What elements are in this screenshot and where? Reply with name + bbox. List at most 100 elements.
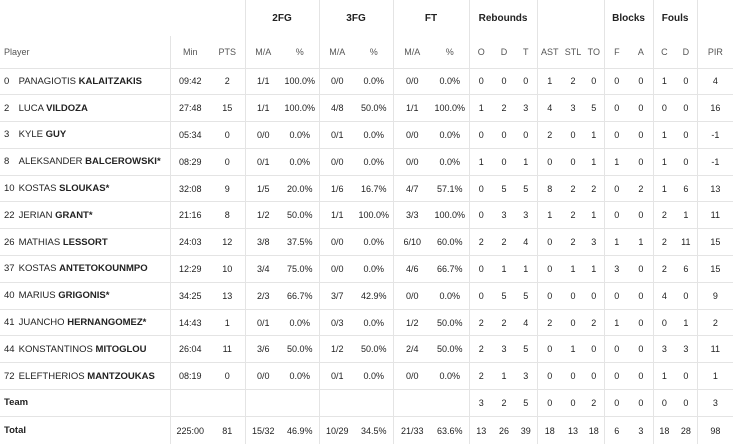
player-number: 72 xyxy=(4,370,15,382)
player-3fg-ma: 0/1 xyxy=(318,362,356,390)
player-3fg-ma: 1/6 xyxy=(318,175,356,202)
col-ast: AST xyxy=(536,36,563,68)
player-ast: 0 xyxy=(536,228,563,256)
player-2fg-pct: 20.0% xyxy=(286,183,313,194)
player-2fg-ma: 3/8 xyxy=(244,228,281,256)
col-reb-d: D xyxy=(500,46,508,57)
player-last-name: MANTZOUKAS xyxy=(87,370,155,382)
team-reb-t: 5 xyxy=(523,397,529,408)
group-header-blocks: Blocks xyxy=(603,0,654,36)
player-to: 0 xyxy=(591,290,597,301)
player-ast: 0 xyxy=(536,362,563,390)
player-reb-o: 0 xyxy=(468,121,494,149)
player-blk-a: 0 xyxy=(638,76,644,87)
player-name-cell: 3 KYLE GUY xyxy=(0,122,170,149)
col-player: Player xyxy=(4,46,30,57)
player-2fg-ma: 0/1 xyxy=(244,309,281,336)
player-2fg-pct: 37.5% xyxy=(286,237,313,248)
total-blk-f: 6 xyxy=(603,416,630,444)
player-pir: -1 xyxy=(696,121,733,149)
player-reb-t: 4 xyxy=(523,317,529,328)
player-ft-ma: 0/0 xyxy=(392,148,432,176)
player-number: 3 xyxy=(4,129,10,141)
player-reb-o: 1 xyxy=(468,94,494,122)
total-to: 18 xyxy=(588,425,599,436)
player-min: 08:29 xyxy=(169,148,210,176)
player-last-name: KALAITZAKIS xyxy=(78,75,142,87)
player-number: 41 xyxy=(4,317,15,329)
player-3fg-ma: 0/0 xyxy=(318,68,356,95)
player-last-name: GRIGONIS* xyxy=(58,290,110,302)
player-3fg-ma: 0/0 xyxy=(318,255,356,283)
player-first-name: ALEKSANDER xyxy=(18,156,83,168)
player-to: 1 xyxy=(591,156,597,167)
player-ast: 2 xyxy=(536,309,563,336)
player-blk-a: 0 xyxy=(638,210,644,221)
player-3fg-pct: 0.0% xyxy=(363,237,385,248)
col-2fg-pct: % xyxy=(295,46,304,57)
player-foul-c: 1 xyxy=(652,68,676,95)
player-ft-ma: 0/0 xyxy=(392,68,432,95)
player-foul-d: 0 xyxy=(683,290,689,301)
player-pir: 15 xyxy=(696,228,733,256)
player-foul-d: 0 xyxy=(683,76,689,87)
player-ast: 0 xyxy=(536,282,563,310)
player-last-name: MITOGLOU xyxy=(95,343,147,355)
col-reb-o: O xyxy=(468,36,494,68)
player-ft-ma: 0/0 xyxy=(392,362,432,390)
player-min: 08:19 xyxy=(169,362,210,390)
table-row: 37 KOSTAS ANTETOKOUNMPO 12:29 10 3/4 75.0% 0/… xyxy=(0,255,733,283)
player-pir: 9 xyxy=(696,282,733,310)
player-first-name: KYLE xyxy=(18,129,43,141)
player-stl: 1 xyxy=(570,344,576,355)
player-name-cell: 26 MATHIAS LESSORT xyxy=(0,229,170,256)
col-foul-d: D xyxy=(682,46,690,57)
col-2fg-ma: M/A xyxy=(244,36,281,68)
total-foul-c: 18 xyxy=(652,416,676,444)
player-first-name: LUCA xyxy=(18,102,44,114)
player-blk-a: 0 xyxy=(638,344,644,355)
player-2fg-pct: 100.0% xyxy=(284,103,316,114)
player-foul-c: 1 xyxy=(652,121,676,149)
player-number: 37 xyxy=(4,263,15,275)
player-blk-f: 0 xyxy=(603,68,630,95)
player-to: 0 xyxy=(591,76,597,87)
player-first-name: PANAGIOTIS xyxy=(18,75,77,87)
player-to: 1 xyxy=(591,129,597,140)
player-pts: 9 xyxy=(224,183,230,194)
player-ft-ma: 0/0 xyxy=(392,121,432,149)
player-reb-d: 1 xyxy=(501,371,507,382)
player-reb-t: 1 xyxy=(523,263,529,274)
player-pts: 2 xyxy=(224,76,230,87)
player-stl: 0 xyxy=(570,129,576,140)
player-min: 12:29 xyxy=(169,255,210,283)
player-ft-ma: 4/6 xyxy=(392,255,432,283)
player-ft-ma: 1/1 xyxy=(392,94,432,122)
player-pir: 13 xyxy=(696,175,733,202)
player-last-name: GUY xyxy=(45,129,67,141)
team-reb-d: 2 xyxy=(501,397,507,408)
player-reb-d: 2 xyxy=(501,317,507,328)
player-foul-c: 1 xyxy=(652,148,676,176)
player-stl: 0 xyxy=(570,371,576,382)
player-blk-f: 0 xyxy=(603,335,630,363)
player-last-name: SLOUKAS* xyxy=(59,183,110,195)
player-pir: -1 xyxy=(696,148,733,176)
player-ft-pct: 100.0% xyxy=(434,103,466,114)
player-2fg-ma: 1/1 xyxy=(244,94,281,122)
player-stl: 0 xyxy=(570,156,576,167)
player-2fg-ma: 3/4 xyxy=(244,255,281,283)
player-3fg-pct: 0.0% xyxy=(363,263,385,274)
player-blk-a: 0 xyxy=(638,129,644,140)
player-3fg-ma: 4/8 xyxy=(318,94,356,122)
player-reb-t: 4 xyxy=(523,237,529,248)
col-ft-pct: % xyxy=(445,46,454,57)
player-3fg-ma: 3/7 xyxy=(318,282,356,310)
player-3fg-ma: 0/0 xyxy=(318,228,356,256)
player-blk-a: 0 xyxy=(638,103,644,114)
player-foul-c: 1 xyxy=(652,175,676,202)
team-label: Team xyxy=(4,397,29,409)
player-ft-pct: 0.0% xyxy=(439,156,461,167)
total-pts: 81 xyxy=(222,425,233,436)
